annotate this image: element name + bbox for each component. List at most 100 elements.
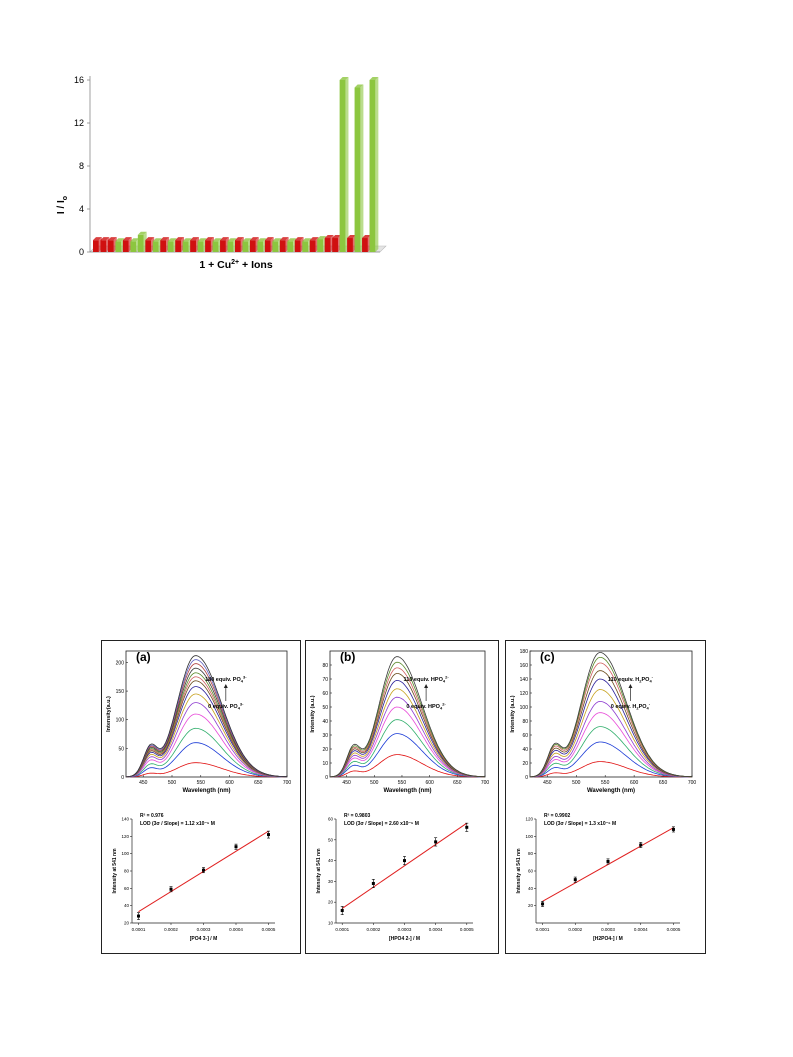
panel-b: (b) 450 500 550 600 650 700 0 10 20 30 40 50 60 70 80 Wa… [305,640,499,954]
cal-y-tick-label: 20 [124,921,130,926]
cal-point [434,840,438,844]
spectrum-curve [125,693,287,778]
cal-y-tick-label: 50 [328,837,334,842]
bar-face [317,239,324,252]
spectra-y-tick-label: 140 [520,677,529,683]
bar-face [235,240,241,252]
bar [369,77,379,252]
bar-face [249,240,256,252]
spectra-y-tick-label: 10 [322,761,328,767]
spectra-y-tick-label: 20 [522,761,528,767]
annotation-bottom: 0 equiv. PO43- [208,702,244,711]
bar-top [190,237,199,241]
cal-fit-line [341,822,468,909]
bar-face [287,241,294,252]
spectrum-curve [529,657,692,778]
cal-point [234,845,238,849]
cal-x-tick-label: 0.0005 [460,927,474,932]
spectrum-curve [125,680,287,778]
spectra-y-tick-label: 180 [520,649,529,655]
spectrum-curve [530,712,692,778]
spectrum-curve [329,667,485,778]
bar-face [122,240,129,252]
bar-top [369,77,379,80]
spectra-y-tick-label: 100 [520,705,529,711]
cal-point [639,843,643,847]
annotation-bottom: 0 equiv. HPO42- [406,702,446,711]
bar-top [339,77,349,80]
bar-y-tick-label: 8 [79,161,84,171]
panel-label: (b) [340,650,355,664]
spectra-xlabel: Wavelength (nm) [182,788,230,794]
bar-face [100,240,107,252]
cal-x-tick-label: 0.0004 [229,927,243,932]
bar-top [205,237,214,241]
bar-top [324,235,334,239]
cal-y-tick-label: 120 [121,834,129,839]
spectra-y-tick-label: 200 [116,660,125,666]
annotation-top: 180 equiv. PO43- [205,675,247,684]
cal-point [465,825,469,829]
spectra-x-tick-label: 550 [398,780,407,786]
bar-top [272,238,282,242]
bar-xlabel: 1 + Cu2+ + Ions [199,259,273,271]
bar [339,77,349,252]
bar-face [339,80,346,252]
bar-top [242,238,252,242]
bar-top [302,238,312,242]
spectra-y-tick-label: 80 [322,663,328,669]
cal-point [371,881,375,885]
spectrum-curve [329,754,485,778]
annotation-top: 110 equiv. HPO42- [404,675,450,684]
spectra-frame [125,650,288,778]
spectra-x-tick-label: 600 [425,780,434,786]
bar [354,84,364,253]
panel-b-chart: (b) 450 500 550 600 650 700 0 10 20 30 40 50 60 70 80 Wa… [310,650,489,942]
cal-y-tick-label: 60 [124,886,130,891]
spectra-x-tick-label: 450 [543,780,552,786]
spectra-y-tick-label: 0 [325,775,328,781]
spectrum-curve [529,741,692,778]
bar-top [220,237,229,241]
spectrum-curve [329,679,485,778]
spectra-ylabel: Intensity (a.u.) [310,695,316,732]
bar-top [212,238,222,242]
spectrum-curve [125,702,287,778]
spectra-xlabel: Wavelength (nm) [587,788,635,794]
spectra-x-tick-label: 700 [283,780,292,786]
bar-face [272,241,279,252]
bar-top [309,237,319,241]
cal-point [202,868,205,872]
spectra-y-tick-label: 0 [121,775,124,781]
cal-y-tick-label: 20 [328,900,334,905]
panel-label: (c) [540,650,555,664]
bar-top [264,237,274,241]
cal-ylabel: Intensity at 541 nm [112,848,118,894]
cal-y-tick-label: 30 [328,879,334,884]
bar-face [242,241,249,252]
bar-top [107,237,117,241]
bar-top [249,237,259,241]
bar-ylabel: I / Io [56,196,69,214]
spectra-x-tick-label: 500 [572,780,581,786]
bar-face [197,241,204,252]
spectra-y-tick-label: 150 [116,689,125,695]
spectra-y-tick-label: 30 [322,733,328,739]
spectra-x-tick-label: 600 [630,780,639,786]
cal-y-tick-label: 60 [528,869,534,874]
spectra-y-tick-label: 60 [522,733,528,739]
spectrum-curve [529,678,692,778]
cal-point [541,902,545,906]
bar-face [205,240,211,252]
bar-face [369,80,376,252]
annotation-arrowhead [424,684,429,688]
cal-y-tick-label: 100 [525,834,533,839]
spectra-x-tick-label: 650 [659,780,668,786]
panel-a: (a) 450 500 550 600 650 700 0 50 100 150 200 Wavelen… [101,640,301,954]
bar-face [220,240,226,252]
bar-top [122,237,132,241]
annotation-top: 110 equiv. H2PO4- [608,675,654,684]
spectrum-curve [529,652,692,778]
cal-ylabel: Intensity at 541 nm [516,848,522,894]
bar-top [347,235,356,239]
